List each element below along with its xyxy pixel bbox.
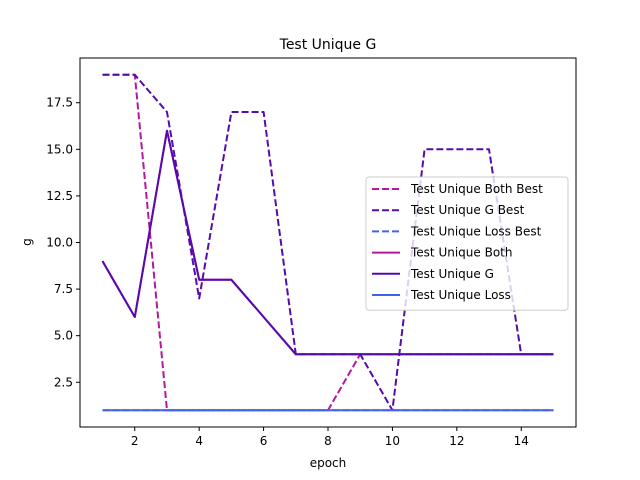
legend-label: Test Unique Both Best [410,182,543,196]
x-axis: 2 4 6 8 10 12 14 [131,427,529,448]
legend-label: Test Unique Loss Best [410,224,542,238]
y-tick-label: 15.0 [46,142,73,156]
legend-label: Test Unique G Best [410,203,525,217]
x-tick-label: 6 [260,434,268,448]
legend-box [365,176,569,311]
chart-title: Test Unique G [279,37,377,53]
y-tick-label: 2.5 [54,375,73,389]
x-tick-label: 12 [449,434,464,448]
y-axis: 2.5 5.0 7.5 10.0 12.5 15.0 17.5 [46,96,80,389]
y-axis-label: g [20,238,34,246]
series-line-5 [101,129,554,356]
legend: Test Unique Both Best Test Unique G Best T… [365,176,569,311]
y-tick-label: 10.0 [46,236,73,250]
x-tick-label: 8 [324,434,332,448]
legend-label: Test Unique G [410,267,494,281]
legend-label: Test Unique Both [410,246,512,260]
y-tick-label: 12.5 [46,189,73,203]
series-line-2 [102,73,554,412]
x-tick-label: 2 [131,434,139,448]
x-tick-label: 4 [195,434,203,448]
y-tick-label: 17.5 [46,96,73,110]
y-tick-label: 5.0 [54,329,73,343]
x-axis-label: epoch [310,456,347,470]
y-tick-label: 7.5 [54,282,73,296]
plot-area [101,73,554,412]
legend-label: Test Unique Loss [410,288,511,302]
x-tick-label: 10 [385,434,400,448]
x-tick-label: 14 [514,434,529,448]
